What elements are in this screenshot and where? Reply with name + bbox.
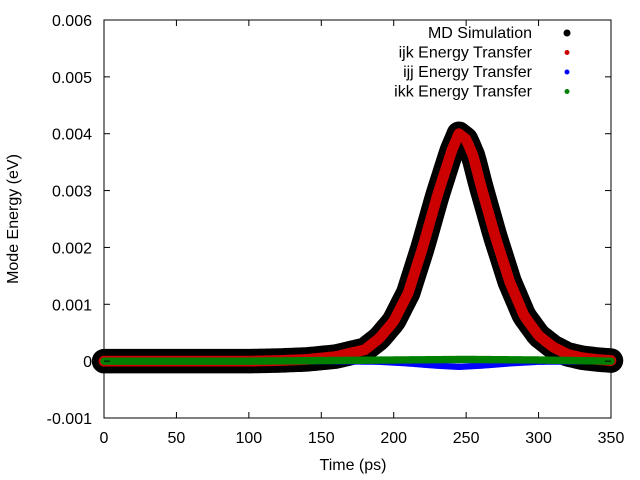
legend-label: MD Simulation (428, 25, 532, 42)
data-point (478, 182, 483, 188)
data-point (434, 363, 440, 368)
legend-marker (564, 69, 570, 75)
x-axis-label: Time (ps) (320, 457, 387, 474)
series-4 (100, 355, 615, 365)
data-point (521, 313, 527, 318)
data-point (550, 344, 556, 350)
data-point (456, 131, 462, 136)
ticks-layer: 0 50 100 150 200 250 300 350 -0.001 0 0.001 0.002 0.… (47, 13, 625, 447)
x-tick-label: 50 (168, 430, 186, 447)
y-tick-label: 0.005 (52, 70, 92, 87)
data-point (478, 363, 483, 368)
y-tick-label: 0.002 (52, 240, 92, 257)
x-tick-label: 0 (100, 430, 109, 447)
series-layer (91, 121, 624, 374)
data-point (246, 358, 252, 364)
series-band (98, 128, 617, 367)
legend-label: ijj Energy Transfer (403, 64, 533, 81)
data-point (449, 148, 454, 153)
legend-marker (563, 29, 571, 37)
data-point (492, 233, 498, 239)
y-tick-label: 0.001 (52, 297, 92, 314)
y-tick-label: 0.006 (52, 13, 92, 30)
data-point (319, 358, 324, 363)
data-point (391, 357, 396, 363)
y-tick-label: 0.004 (52, 127, 92, 144)
data-point (420, 245, 425, 250)
legend-label: ikk Energy Transfer (394, 84, 533, 101)
data-point (565, 352, 570, 357)
plot-frame (103, 19, 612, 419)
legend: MD Simulation ijk Energy Transfer ijj Ener… (394, 25, 571, 101)
data-point (391, 319, 396, 324)
x-tick-label: 350 (598, 430, 625, 447)
data-point (406, 290, 411, 296)
data-point (536, 357, 541, 363)
x-tick-label: 100 (236, 430, 263, 447)
data-point (463, 137, 469, 142)
y-axis-label: Mode Energy (eV) (5, 154, 22, 284)
series-2 (98, 128, 617, 367)
data-point (507, 279, 512, 284)
data-point (536, 333, 541, 338)
data-point (456, 364, 462, 370)
data-point (377, 336, 382, 341)
y-tick-label: 0.003 (52, 184, 92, 201)
data-point (471, 154, 476, 159)
x-tick-label: 200 (380, 430, 407, 447)
series-band (100, 355, 615, 365)
legend-marker (564, 89, 570, 94)
y-tick-label: -0.001 (47, 411, 92, 428)
y-tick-label: 0 (83, 354, 92, 371)
x-tick-label: 250 (453, 430, 480, 447)
x-tick-label: 150 (308, 430, 335, 447)
legend-label: ijk Energy Transfer (399, 45, 533, 62)
data-point (174, 358, 179, 364)
data-point (362, 347, 367, 352)
x-tick-label: 300 (525, 430, 552, 447)
legend-marker (564, 50, 570, 55)
data-point (434, 194, 440, 199)
data-point (463, 357, 469, 362)
